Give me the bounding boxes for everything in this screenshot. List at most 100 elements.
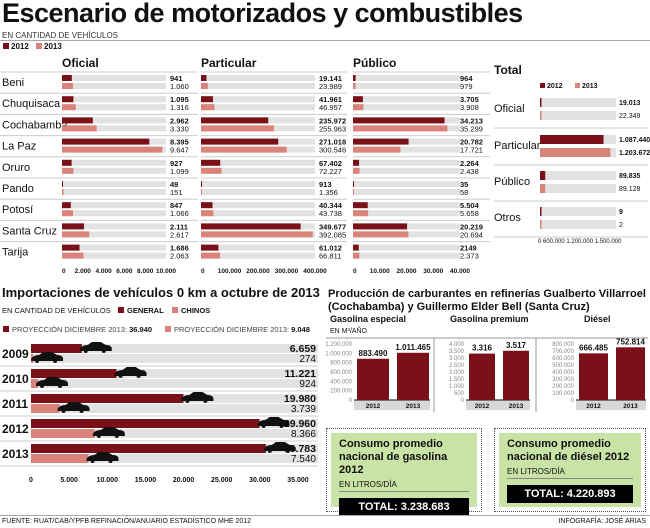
bar-track: [31, 344, 318, 353]
divider: [0, 40, 650, 41]
value-label: 2149: [460, 244, 477, 253]
tick-label: 400.000: [330, 379, 352, 385]
value-label: 43.738: [319, 209, 342, 218]
value-label: 913: [319, 180, 332, 189]
tick-label: 5.000: [60, 477, 78, 484]
value-label: 30.783: [284, 443, 316, 455]
tick-label: 100.000: [552, 391, 574, 397]
value-label: 2.063: [170, 252, 189, 261]
axis-band: [466, 400, 530, 410]
tick-label: 0: [571, 398, 575, 404]
tick-label: 0: [29, 477, 33, 484]
value-label: 66.811: [319, 252, 341, 261]
bar-GENERAL: [31, 344, 82, 353]
credit: INFOGRAFÍA: JOSÉ ARIAS: [558, 518, 646, 525]
tick-label: 10.000: [370, 268, 390, 275]
import-subtitle: EN CANTIDAD DE VEHÍCULOS: [2, 306, 111, 315]
projection-label: PROYECCIÓN DICIEMBRE 2013:: [12, 325, 129, 334]
panel-title: Gasolina especial: [330, 314, 406, 324]
year-label: 2009: [2, 347, 29, 361]
tick-label: 3.000: [449, 356, 465, 362]
car-wheel: [40, 384, 45, 388]
bar-2013: [62, 210, 74, 217]
bar-2013: [353, 189, 354, 195]
bar-track: [353, 159, 460, 166]
bar-track: [62, 125, 166, 132]
value-label: 235.972: [319, 116, 346, 125]
tick-label: 3.500: [449, 349, 465, 355]
bar-track: [353, 202, 460, 209]
state-label: Beni: [2, 77, 24, 89]
value-label: 19.013: [619, 100, 641, 107]
consumo-total: TOTAL: 3.238.683: [339, 498, 469, 516]
value-label: 6.659: [290, 343, 316, 355]
car-wheel: [79, 409, 84, 413]
axis-band: [354, 400, 430, 410]
bar-track: [540, 220, 616, 229]
bar-track: [62, 159, 166, 166]
bar-track: [353, 210, 460, 217]
tick-label: 35.000: [287, 477, 309, 484]
value-label: 255.963: [319, 124, 346, 133]
value-label: 964: [460, 74, 473, 83]
tick-label: 6.000: [116, 268, 133, 275]
import-title: Importaciones de vehículos 0 km a octubr…: [2, 285, 320, 300]
total-title: Total: [494, 63, 522, 77]
bar-GENERAL: [31, 394, 184, 403]
value-label: 883.490: [359, 349, 388, 358]
bar-track: [201, 210, 315, 217]
bar-track: [31, 354, 318, 363]
tick-label: 0: [201, 268, 205, 275]
car-icon: [181, 392, 214, 401]
value-label: 3.330: [170, 124, 189, 133]
tick-label: 700.000: [552, 349, 574, 355]
consumo-total: TOTAL: 4.220.893: [507, 485, 633, 503]
tick-label: 30.000: [423, 268, 443, 275]
legend-swatch-2012: [540, 83, 545, 88]
value-label: 17.721: [460, 146, 483, 155]
total-category: Oficial: [494, 103, 525, 115]
tick-label: 4.000: [449, 342, 465, 348]
car-wheel: [267, 449, 272, 453]
car-wheel: [101, 349, 106, 353]
value-label: 1.203.672: [619, 150, 650, 157]
bar-track: [353, 167, 460, 174]
tick-label: 200.000: [552, 384, 574, 390]
total-category: Público: [494, 176, 530, 188]
value-label: 847: [170, 201, 183, 210]
value-label: 23.989: [319, 82, 342, 91]
bar-2013: [201, 125, 274, 132]
value-label: 9: [619, 209, 623, 216]
tick-label: 1.200.000: [325, 342, 352, 348]
bar-2013: [201, 210, 214, 217]
car-wheel: [261, 424, 266, 428]
car-wheel: [58, 384, 63, 388]
car-wheel: [185, 399, 190, 403]
bar-track: [62, 75, 166, 81]
bar-2012: [353, 181, 354, 187]
tick-label: 800.000: [552, 342, 574, 348]
bar-2012: [201, 75, 207, 81]
bar-CHINOS: [31, 454, 89, 463]
bar-2013: [353, 83, 356, 89]
bar-track: [201, 159, 315, 166]
car-icon: [114, 367, 147, 376]
state-label: Cochabamba: [2, 119, 68, 131]
value-label: 2.438: [460, 167, 479, 176]
legend-swatch-projection: [3, 326, 9, 332]
bar-2012: [62, 138, 150, 145]
bar-2013: [62, 83, 74, 89]
bar-track: [62, 83, 166, 89]
production-title: Producción de carburantes en refinerías …: [328, 288, 646, 300]
tick-label: 0 600.000 1.200.000 1.500.000: [538, 239, 622, 245]
tick-label: 300.000: [552, 377, 574, 383]
tick-label: 500.000: [552, 363, 574, 369]
bar-2012: [201, 117, 269, 124]
consumo-unit: EN LITROS/DÍA: [507, 467, 633, 479]
car-wheel: [90, 459, 95, 463]
production-bar: [397, 352, 429, 400]
bar-2013: [353, 125, 448, 132]
bar-2012: [201, 223, 301, 230]
value-label: 40.344: [319, 201, 343, 210]
bar-track: [62, 223, 166, 230]
